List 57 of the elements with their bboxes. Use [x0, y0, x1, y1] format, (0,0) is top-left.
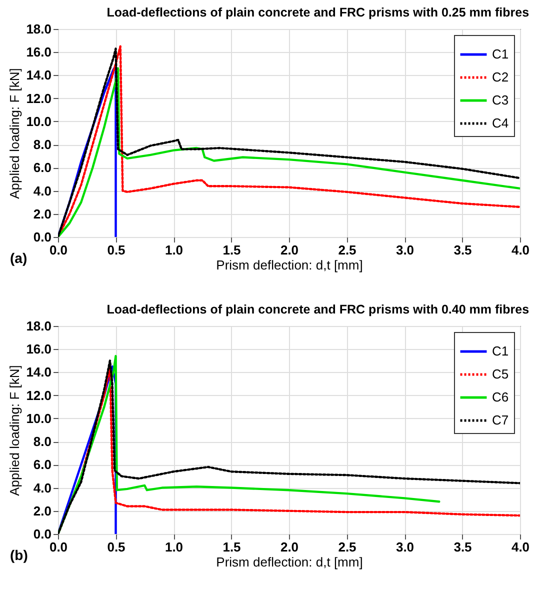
y-tick-label: 10.0: [26, 114, 52, 129]
x-tick-label: 2.5: [338, 242, 356, 258]
y-tick-label: 4.0: [33, 183, 52, 198]
y-tick-label: 14.0: [26, 68, 52, 83]
y-tick-label: 12.0: [26, 388, 52, 403]
y-tick-label: 2.0: [33, 206, 52, 222]
line-series: [58, 354, 440, 534]
chart-title: Load-deflections of plain concrete and FRC prisms with 0.25 mm fibres: [106, 6, 530, 20]
x-tick-label: 2.0: [280, 540, 299, 554]
x-tick-label: 0.0: [49, 540, 68, 554]
y-tick-label: 12.0: [26, 90, 52, 106]
y-tick-label: 4.0: [33, 480, 52, 496]
legend-label: C1: [492, 344, 509, 358]
legend-label: C7: [492, 412, 509, 428]
chart-title: Load-deflections of plain concrete and FRC prisms with 0.40 mm fibres: [106, 302, 530, 316]
y-tick-label: 8.0: [33, 434, 52, 450]
y-tick-label: 18.0: [26, 318, 52, 334]
x-tick-label: 3.0: [396, 242, 414, 258]
x-tick-label: 3.5: [454, 242, 472, 258]
x-tick-label: 4.0: [511, 242, 530, 258]
x-tick-label: 1.0: [164, 540, 184, 554]
legend-label: C6: [492, 390, 509, 404]
x-tick-label: 0.0: [49, 242, 68, 258]
legend-label: C2: [492, 70, 509, 84]
x-tick-label: 1.5: [222, 242, 241, 258]
y-tick-label: 6.0: [33, 160, 52, 176]
x-tick-label: 3.0: [396, 540, 414, 554]
x-axis-title: Prism deflection: d,t [mm]: [216, 554, 363, 570]
y-tick-label: 8.0: [33, 137, 52, 152]
y-tick-label: 14.0: [26, 364, 52, 380]
legend-label: C4: [492, 116, 509, 130]
x-tick-label: 2.5: [338, 540, 356, 554]
y-tick-label: 16.0: [26, 342, 52, 357]
y-axis-title: Applied loading: F [kN]: [7, 365, 22, 496]
y-tick-label: 16.0: [26, 44, 52, 60]
legend-label: C3: [492, 92, 509, 108]
y-tick-label: 6.0: [33, 457, 52, 472]
x-tick-label: 0.5: [107, 540, 126, 554]
x-tick-label: 3.5: [454, 540, 472, 554]
y-tick-label: 18.0: [26, 22, 52, 36]
legend-label: C5: [492, 366, 509, 382]
y-tick-label: 0.0: [33, 526, 52, 542]
x-axis-title: Prism deflection: d,t [mm]: [216, 258, 363, 272]
line-series: [58, 365, 117, 534]
line-series: [58, 64, 117, 237]
legend-label: C1: [492, 46, 509, 62]
y-axis-title: Applied loading: F [kN]: [7, 68, 22, 199]
x-tick-label: 2.0: [280, 242, 299, 258]
x-tick-label: 1.0: [164, 242, 184, 258]
text: (b): [10, 547, 28, 563]
x-tick-label: 4.0: [511, 540, 530, 554]
y-tick-label: 10.0: [26, 410, 52, 426]
y-tick-label: 0.0: [33, 230, 52, 244]
text: (a): [10, 250, 28, 266]
x-tick-label: 0.5: [107, 242, 126, 258]
y-tick-label: 2.0: [33, 503, 52, 518]
x-tick-label: 1.5: [222, 540, 241, 554]
